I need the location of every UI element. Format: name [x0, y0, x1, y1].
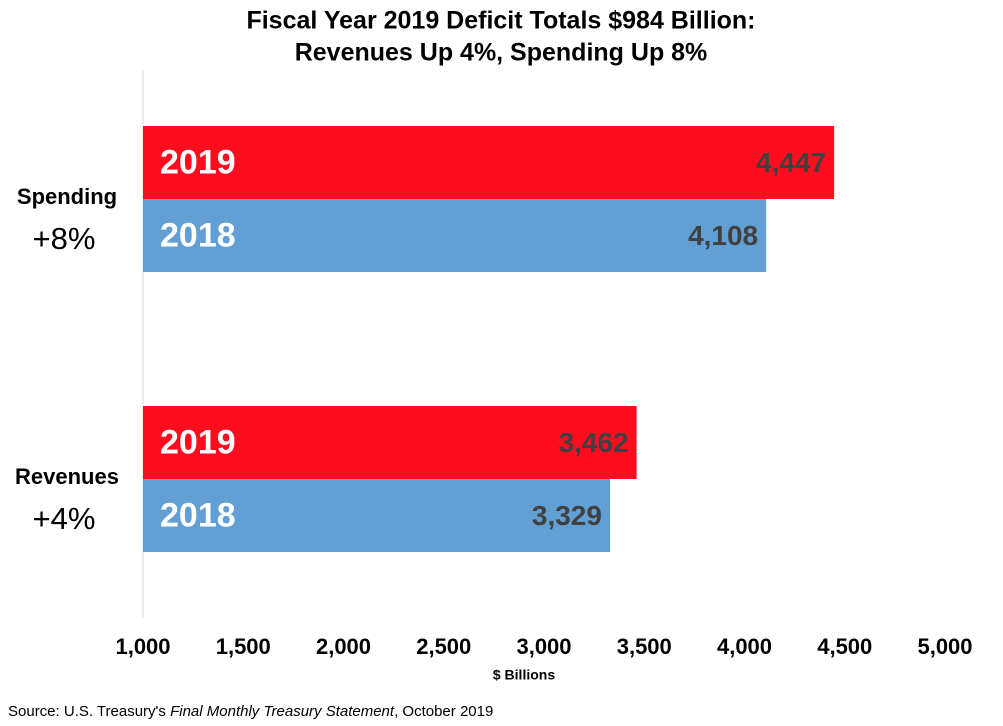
value-label: 3,329: [532, 500, 602, 531]
category-change: +8%: [33, 221, 96, 256]
x-tick-label: 2,000: [316, 634, 371, 659]
x-tick-label: 5,000: [917, 634, 972, 659]
x-tick-label: 2,500: [416, 634, 471, 659]
bar-series-label: 2019: [160, 143, 236, 181]
chart-title: Revenues Up 4%, Spending Up 8%: [295, 39, 708, 67]
category-label: Spending: [17, 184, 117, 209]
x-tick-label: 4,000: [717, 634, 772, 659]
bar: [143, 406, 637, 479]
bar: [143, 199, 767, 272]
source-text: Final Monthly Treasury Statement: [170, 703, 395, 720]
x-axis-label: $ Billions: [493, 667, 555, 683]
bar: [143, 126, 835, 199]
chart-title: Fiscal Year 2019 Deficit Totals $984 Bil…: [246, 7, 755, 35]
x-tick-label: 1,000: [115, 634, 170, 659]
x-tick-label: 3,000: [516, 634, 571, 659]
source: Source: U.S. Treasury's Final Monthly Tr…: [8, 703, 493, 720]
bar: [143, 479, 610, 552]
x-tick-label: 1,500: [216, 634, 271, 659]
x-tick-label: 3,500: [617, 634, 672, 659]
value-label: 4,108: [688, 220, 758, 251]
bar-series-label: 2018: [160, 496, 236, 534]
bar-series-label: 2018: [160, 216, 236, 254]
value-label: 4,447: [756, 147, 826, 178]
x-tick-label: 4,500: [817, 634, 872, 659]
category-label: Revenues: [15, 464, 119, 489]
category-change: +4%: [33, 501, 96, 536]
value-label: 3,462: [559, 427, 629, 458]
bar-series-label: 2019: [160, 423, 236, 461]
source-text: Source: U.S. Treasury's: [8, 703, 170, 720]
source-text: , October 2019: [394, 703, 493, 720]
